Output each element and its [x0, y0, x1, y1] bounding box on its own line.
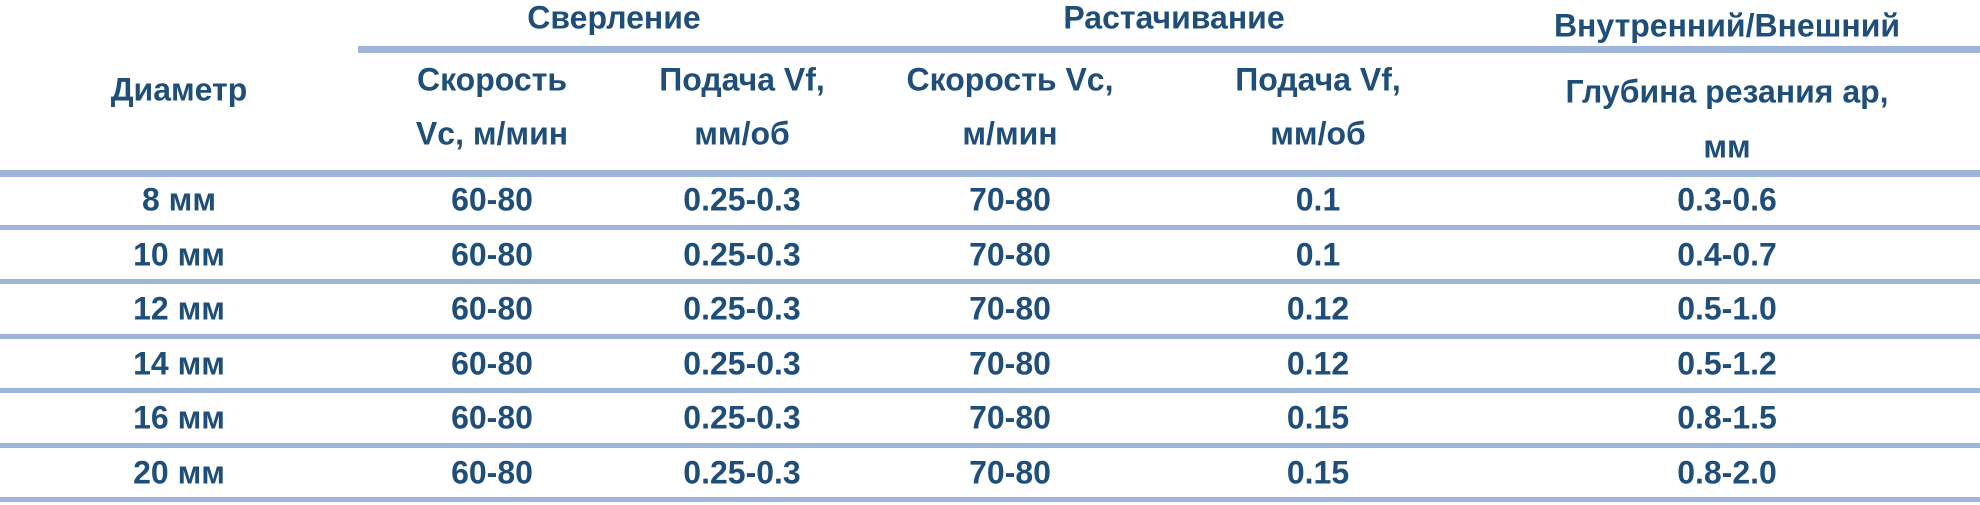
cell: 0.25-0.3 — [683, 236, 801, 273]
cell: 0.8-1.5 — [1677, 399, 1777, 436]
separator — [0, 224, 1980, 230]
cell: 0.8-2.0 — [1677, 454, 1777, 491]
separator — [358, 46, 1980, 53]
cell: 0.25-0.3 — [683, 345, 801, 382]
column-header: мм — [1703, 128, 1751, 165]
column-header: мм/об — [1270, 115, 1366, 152]
cell: 8 мм — [141, 181, 217, 218]
cell: 0.25-0.3 — [683, 290, 801, 327]
group-header: Сверление — [527, 0, 701, 36]
cell: 10 мм — [133, 236, 225, 273]
cell: 14 мм — [133, 345, 225, 382]
cell: 70-80 — [969, 454, 1051, 491]
separator — [0, 333, 1980, 339]
cell: 20 мм — [133, 454, 225, 491]
column-header: мм/об — [694, 115, 790, 152]
cell: 0.1 — [1295, 181, 1341, 218]
cell: 0.1 — [1295, 236, 1341, 273]
cell: 0.25-0.3 — [683, 454, 801, 491]
cell: 0.4-0.7 — [1677, 236, 1777, 273]
column-header: Скорость — [416, 61, 568, 98]
cell: 0.12 — [1286, 290, 1350, 327]
cell: 0.3-0.6 — [1677, 181, 1777, 218]
separator — [0, 388, 1980, 393]
column-header: Подача Vf, — [659, 61, 825, 98]
column-header: Скорость Vc, — [906, 61, 1114, 98]
cell: 16 мм — [133, 399, 225, 436]
column-header: Диаметр — [110, 71, 248, 108]
cell: 0.25-0.3 — [683, 181, 801, 218]
cell: 60-80 — [451, 181, 533, 218]
cell: 60-80 — [451, 399, 533, 436]
cell: 0.12 — [1286, 345, 1350, 382]
separator — [0, 279, 1980, 284]
cell: 70-80 — [969, 399, 1051, 436]
group-header: Внутренний/Внешний — [1553, 7, 1901, 44]
group-header: Растачивание — [1063, 0, 1285, 36]
cell: 0.25-0.3 — [683, 399, 801, 436]
cell: 0.15 — [1286, 454, 1350, 491]
separator — [0, 442, 1980, 448]
separator — [0, 170, 1980, 177]
cell: 0.15 — [1286, 399, 1350, 436]
column-header: м/мин — [962, 115, 1058, 152]
cell: 60-80 — [451, 454, 533, 491]
column-header: Vc, м/мин — [415, 115, 569, 152]
cell: 0.5-1.2 — [1677, 345, 1777, 382]
cell: 0.5-1.0 — [1677, 290, 1777, 327]
cell: 60-80 — [451, 236, 533, 273]
cell: 12 мм — [133, 290, 225, 327]
column-header: Подача Vf, — [1235, 61, 1401, 98]
cell: 70-80 — [969, 290, 1051, 327]
cell: 70-80 — [969, 181, 1051, 218]
cell: 70-80 — [969, 345, 1051, 382]
column-header: Глубина резания ap, — [1565, 73, 1889, 110]
cell: 60-80 — [451, 345, 533, 382]
cell: 70-80 — [969, 236, 1051, 273]
cell: 60-80 — [451, 290, 533, 327]
separator — [0, 497, 1980, 502]
